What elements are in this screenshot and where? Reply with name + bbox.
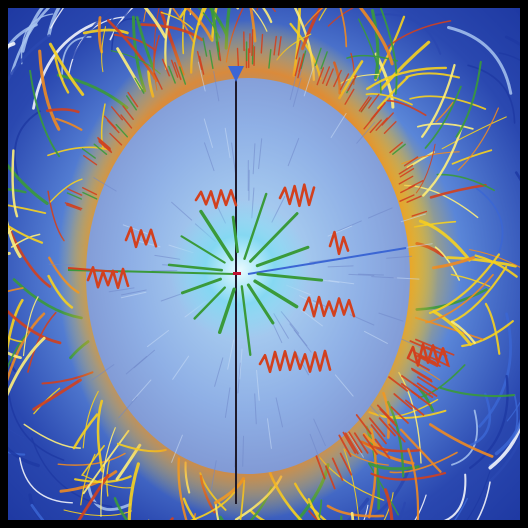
abstract-painting — [8, 8, 520, 520]
red-squiggles — [86, 183, 450, 374]
blue-swirl-strokes — [8, 8, 520, 520]
crosshair-icon — [67, 66, 407, 504]
green-rays — [167, 192, 324, 356]
